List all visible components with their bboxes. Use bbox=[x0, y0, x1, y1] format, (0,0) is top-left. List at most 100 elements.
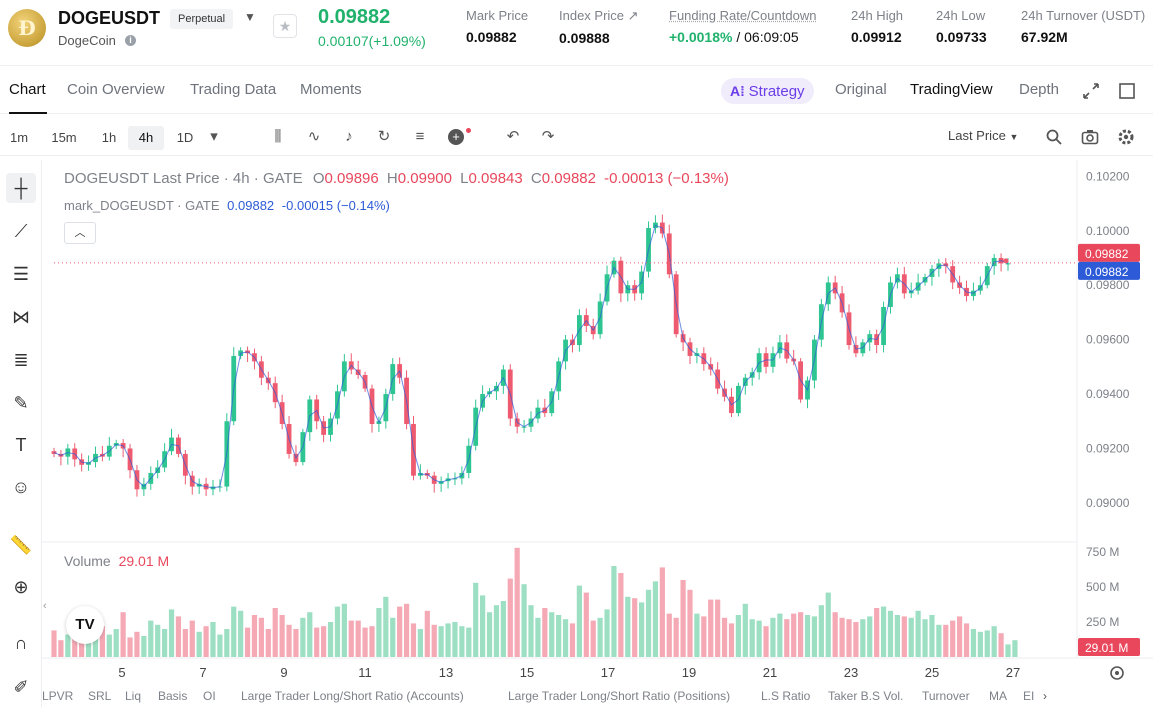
volume-bar bbox=[742, 603, 748, 657]
volume-bar bbox=[182, 629, 188, 657]
volume-bar bbox=[562, 619, 569, 657]
stat-funding-rate: Funding Rate/Countdown +0.0018% / 06:09:… bbox=[669, 8, 816, 45]
timeframe-1d[interactable]: 1D bbox=[176, 130, 194, 145]
stat-value: 0.09888 bbox=[559, 30, 610, 46]
timeframe-dropdown-icon[interactable]: ▾ bbox=[210, 128, 218, 145]
gear-icon[interactable] bbox=[1116, 127, 1136, 147]
collapse-legend-button[interactable]: ︿ bbox=[64, 222, 96, 244]
legend-low: 0.09843 bbox=[468, 170, 523, 187]
volume-bar bbox=[735, 615, 741, 657]
price-tick-label: 0.09800 bbox=[1086, 278, 1130, 292]
current-price-dot bbox=[1003, 258, 1009, 264]
volume-bar bbox=[894, 615, 900, 657]
timeframe-4h[interactable]: 4h bbox=[128, 126, 164, 150]
stat-index-price[interactable]: Index Price ↗ 0.09888 bbox=[559, 8, 639, 46]
time-tick-label: 19 bbox=[682, 665, 696, 680]
volume-bar bbox=[569, 623, 576, 657]
symbol-dropdown-icon[interactable]: ▼ bbox=[244, 10, 256, 24]
timeframe-1m[interactable]: 1m bbox=[9, 130, 29, 145]
volume-bar bbox=[459, 626, 465, 657]
tab-tradingview[interactable]: TradingView bbox=[910, 81, 993, 98]
candle-type-icon[interactable]: ⫼ bbox=[274, 128, 282, 145]
timeframe-1h[interactable]: 1h bbox=[101, 130, 117, 145]
indicator-ls-accounts[interactable]: Large Trader Long/Short Ratio (Accounts) bbox=[241, 689, 464, 703]
replay-icon[interactable]: ↻ bbox=[377, 128, 391, 145]
volume-bar bbox=[334, 606, 341, 657]
indicator-turnover[interactable]: Turnover bbox=[922, 689, 970, 703]
axis-settings-icon[interactable] bbox=[1107, 663, 1127, 683]
last-price-tag-label: 0.09882 bbox=[1085, 247, 1129, 261]
horizontal-lines-tool-icon[interactable]: ☰ bbox=[12, 264, 30, 284]
templates-icon[interactable]: ≡ bbox=[415, 128, 425, 145]
fib-tool-icon[interactable]: ≣ bbox=[13, 350, 29, 370]
price-change: 0.00107(+1.09%) bbox=[318, 33, 426, 49]
tab-moments[interactable]: Moments bbox=[300, 81, 362, 98]
tradingview-logo[interactable]: TV bbox=[66, 606, 104, 644]
indicator-lpvr[interactable]: LPVR bbox=[42, 689, 74, 703]
volume-bar bbox=[784, 619, 790, 657]
volume-bar bbox=[79, 640, 85, 657]
time-tick-label: 23 bbox=[844, 665, 858, 680]
window-icon[interactable] bbox=[1117, 81, 1137, 101]
volume-bar bbox=[798, 612, 804, 657]
add-indicator-icon[interactable]: + bbox=[448, 129, 464, 145]
search-icon[interactable] bbox=[1044, 127, 1064, 147]
volume-bar bbox=[403, 603, 410, 657]
collapse-sidebar-icon[interactable]: ‹ bbox=[43, 600, 47, 612]
crosshair-tool-icon[interactable]: ┼ bbox=[6, 173, 36, 203]
timeframe-15m[interactable]: 15m bbox=[51, 130, 77, 145]
tab-coin-overview[interactable]: Coin Overview bbox=[67, 81, 165, 98]
volume-bar bbox=[963, 623, 970, 657]
undo-icon[interactable]: ↶ bbox=[506, 128, 520, 145]
trendline-tool-icon[interactable]: ⟋ bbox=[14, 221, 28, 241]
volume-bar bbox=[901, 616, 907, 657]
info-icon[interactable]: i bbox=[125, 35, 136, 46]
scroll-right-icon[interactable]: › bbox=[1043, 689, 1047, 703]
fullscreen-icon[interactable] bbox=[1081, 81, 1101, 101]
strategy-button[interactable]: A⁞ Strategy bbox=[721, 78, 814, 104]
tab-original[interactable]: Original bbox=[835, 81, 887, 98]
magnet-icon[interactable]: ∩ bbox=[14, 633, 28, 653]
strategy-label: Strategy bbox=[748, 83, 805, 100]
indicator-basis[interactable]: Basis bbox=[158, 689, 188, 703]
zoom-in-icon[interactable]: ⊕ bbox=[13, 577, 29, 597]
indicator-ei[interactable]: EI bbox=[1023, 689, 1035, 703]
indicator-liq[interactable]: Liq bbox=[125, 689, 142, 703]
alert-icon[interactable]: ♪ bbox=[345, 128, 353, 145]
emoji-tool-icon[interactable]: ☺ bbox=[11, 477, 31, 497]
volume-bar bbox=[749, 619, 755, 657]
time-tick-label: 9 bbox=[280, 665, 287, 680]
favorite-star-icon[interactable]: ★ bbox=[273, 14, 297, 38]
stat-24h-low: 24h Low 0.09733 bbox=[936, 8, 987, 45]
volume-bar bbox=[162, 629, 168, 657]
lock-drawing-icon[interactable]: ✐ bbox=[13, 677, 29, 697]
indicator-ma[interactable]: MA bbox=[989, 689, 1007, 703]
indicator-srl[interactable]: SRL bbox=[88, 689, 112, 703]
ruler-tool-icon[interactable]: 📏 bbox=[9, 535, 33, 555]
redo-icon[interactable]: ↷ bbox=[541, 128, 555, 145]
indicator-oi[interactable]: OI bbox=[203, 689, 216, 703]
indicator-ls-positions[interactable]: Large Trader Long/Short Ratio (Positions… bbox=[508, 689, 731, 703]
indicator-ls-ratio[interactable]: L.S Ratio bbox=[761, 689, 811, 703]
volume-bar bbox=[92, 638, 99, 657]
volume-tick-label: 250 M bbox=[1086, 615, 1119, 629]
indicator-taker-vol[interactable]: Taker B.S Vol. bbox=[828, 689, 904, 703]
indicators-icon[interactable]: ∿ bbox=[307, 128, 321, 145]
volume-bar bbox=[970, 629, 977, 657]
tab-trading-data[interactable]: Trading Data bbox=[190, 81, 277, 98]
volume-bar bbox=[860, 619, 866, 657]
volume-bar bbox=[701, 616, 707, 657]
price-type-select[interactable]: Last Price ▼ bbox=[948, 128, 1018, 143]
brush-tool-icon[interactable]: ✎ bbox=[13, 393, 29, 413]
volume-bar bbox=[272, 608, 278, 657]
symbol-title[interactable]: DOGEUSDT bbox=[58, 8, 161, 28]
volume-bar bbox=[148, 620, 154, 657]
tab-chart[interactable]: Chart bbox=[9, 81, 46, 98]
tab-depth[interactable]: Depth bbox=[1019, 81, 1060, 98]
pattern-tool-icon[interactable]: ⋈ bbox=[12, 307, 30, 327]
volume-bar bbox=[867, 616, 873, 657]
text-tool-icon[interactable]: T bbox=[15, 435, 27, 455]
volume-bar bbox=[597, 617, 603, 657]
camera-icon[interactable] bbox=[1080, 127, 1100, 147]
